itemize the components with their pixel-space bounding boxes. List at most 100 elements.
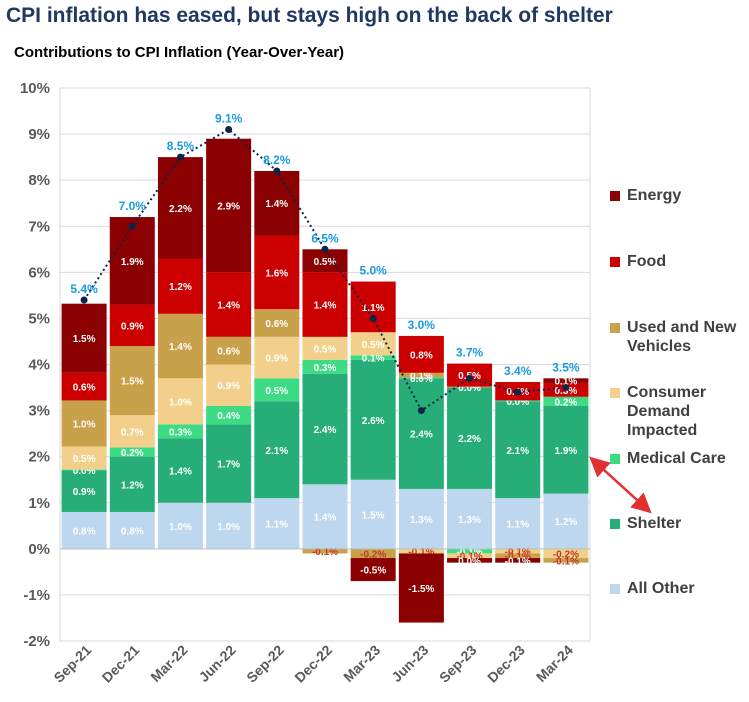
data-label: 1.9% <box>121 257 144 268</box>
total-label: 9.1% <box>215 111 243 125</box>
bar-segment <box>350 355 396 360</box>
bar-segment <box>350 359 396 480</box>
data-label: 1.3% <box>458 515 481 526</box>
data-label: 2.1% <box>506 446 529 457</box>
bar-segment <box>495 548 541 554</box>
bar-segment <box>109 217 155 305</box>
total-label: 3.0% <box>408 318 436 332</box>
data-label: 0.3% <box>169 427 192 438</box>
data-label: 0.5% <box>314 344 337 355</box>
data-label: -0.1% <box>456 547 482 558</box>
data-label: 0.2% <box>555 397 578 408</box>
chart-title: CPI inflation has eased, but stays high … <box>6 4 613 27</box>
bar-segment <box>109 346 155 416</box>
bar-segment <box>109 304 155 347</box>
data-label: 1.2% <box>169 282 192 293</box>
data-label: 2.9% <box>217 202 240 213</box>
x-tick-label: Jun-23 <box>388 642 431 685</box>
data-label: 0.2% <box>121 448 144 459</box>
bar-segment <box>543 396 589 406</box>
data-label: 0.0% <box>410 374 433 385</box>
bar-segment <box>350 548 396 559</box>
y-tick-label: -2% <box>23 633 50 650</box>
bar-segment <box>398 548 444 554</box>
legend-item: Energy <box>610 186 749 205</box>
data-label: 1.2% <box>555 517 578 528</box>
bar-segment <box>495 498 541 549</box>
data-label: 0.0% <box>458 556 481 567</box>
legend-label: Used and New Vehicles <box>627 319 737 355</box>
bar-segment <box>302 484 348 549</box>
bar-segment <box>398 377 444 379</box>
bar-segment <box>302 548 348 554</box>
legend-item: Food <box>610 252 749 271</box>
data-label: 1.0% <box>217 522 240 533</box>
y-tick-label: 1% <box>28 495 50 512</box>
bar-segment <box>61 470 107 512</box>
data-label: 0.3% <box>314 363 337 374</box>
legend-label: Food <box>627 253 667 270</box>
data-label: 0.9% <box>217 381 240 392</box>
bar-segment <box>157 258 203 314</box>
legend-label: Energy <box>627 187 682 204</box>
data-label: 0.1% <box>555 377 578 388</box>
bar-segment <box>254 498 300 549</box>
bar-segment <box>447 386 493 388</box>
bar-segment <box>157 157 203 259</box>
data-label: 2.4% <box>410 430 433 441</box>
y-tick-label: 9% <box>28 126 50 143</box>
bar-segment <box>254 401 300 499</box>
total-marker <box>321 245 329 253</box>
data-label: 1.4% <box>169 466 192 477</box>
data-label: 1.1% <box>362 303 385 314</box>
data-label: 1.4% <box>314 513 337 524</box>
x-tick-label: Mar-23 <box>340 642 383 685</box>
data-label: 2.4% <box>314 425 337 436</box>
data-label: 0.0% <box>458 383 481 394</box>
bar-segment <box>350 558 396 582</box>
legend-item: All Other <box>610 579 749 598</box>
data-label: 0.9% <box>265 354 288 365</box>
data-label: 1.2% <box>121 480 144 491</box>
bar-segment <box>254 378 300 402</box>
bar-segment <box>302 272 348 337</box>
data-label: 0.0% <box>73 466 96 477</box>
total-marker <box>369 314 377 322</box>
total-marker <box>176 153 184 161</box>
data-label: 0.6% <box>217 347 240 358</box>
bar-segment <box>157 502 203 549</box>
data-label: 0.5% <box>362 340 385 351</box>
total-marker <box>225 125 233 133</box>
data-label: 1.4% <box>169 342 192 353</box>
bar-segment <box>398 378 444 489</box>
data-label: -0.5% <box>360 566 386 577</box>
bar-segment <box>157 424 203 439</box>
data-label: 0.5% <box>265 386 288 397</box>
data-label: 2.6% <box>362 416 385 427</box>
data-label: 2.1% <box>265 446 288 457</box>
data-label: -0.1% <box>505 556 531 567</box>
data-label: 1.0% <box>169 397 192 408</box>
bar-segment <box>61 511 107 549</box>
data-label: 0.3% <box>555 386 578 397</box>
data-label: 0.9% <box>73 487 96 498</box>
legend-swatch <box>610 454 620 464</box>
y-tick-label: 3% <box>28 403 50 420</box>
data-label: 1.6% <box>265 268 288 279</box>
bar-segment <box>398 372 444 378</box>
data-label: -0.1% <box>312 547 338 558</box>
total-label: 3.4% <box>504 364 532 378</box>
legend-swatch <box>610 584 620 594</box>
data-label: 1.5% <box>73 334 96 345</box>
data-label: 1.0% <box>73 419 96 430</box>
bar-segment <box>61 303 107 373</box>
bar-segment <box>157 378 203 425</box>
chart-subtitle: Contributions to CPI Inflation (Year-Ove… <box>14 44 345 61</box>
y-tick-label: 4% <box>28 357 50 374</box>
x-tick-label: Jun-22 <box>196 642 239 685</box>
legend-label: Shelter <box>627 515 682 532</box>
data-label: 1.7% <box>217 460 240 471</box>
total-marker <box>128 222 136 230</box>
bar-segment <box>206 272 252 337</box>
data-label: -0.1% <box>553 556 579 567</box>
